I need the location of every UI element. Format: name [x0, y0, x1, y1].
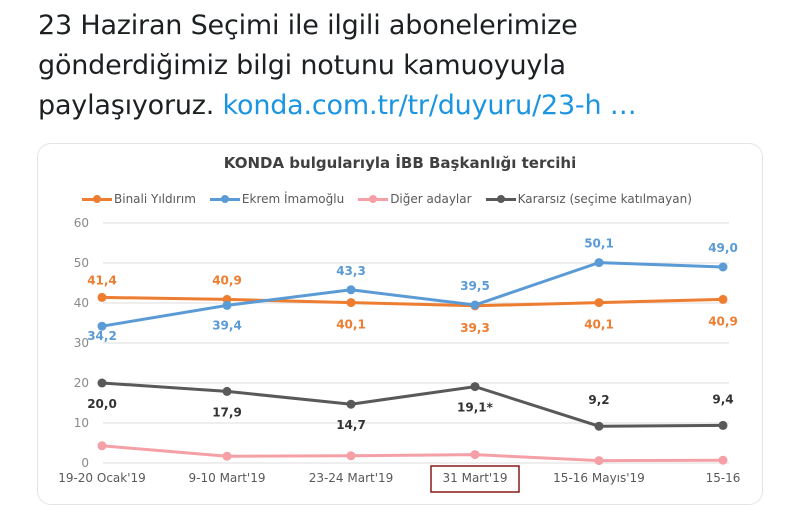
data-label: 34,2: [87, 329, 117, 343]
tweet-line-3: paylaşıyoruz. konda.com.tr/tr/duyuru/23-…: [38, 86, 788, 126]
data-point: [718, 420, 728, 430]
series-line: [101, 261, 724, 328]
line-chart-plot: 0 10 20 30 40 50 60 41,4 40,9 40,1 39,3 40,1 40,9 34,…: [58, 216, 741, 493]
legend-label: Ekrem İmamoğlu: [241, 192, 345, 206]
data-point: [346, 451, 356, 461]
legend-swatch-icon: [209, 194, 240, 203]
x-tick-label: 19-20 Ocak'19: [58, 471, 146, 485]
tweet-link[interactable]: konda.com.tr/tr/duyuru/23-h …: [222, 90, 637, 121]
data-label: 43,3: [336, 264, 366, 278]
legend-swatch-icon: [82, 194, 112, 203]
data-point: [594, 421, 604, 431]
legend-item-diger: Diğer adaylar: [358, 192, 472, 206]
y-tick-label: 40: [74, 296, 89, 310]
chart-title: KONDA bulgularıyla İBB Başkanlığı tercih…: [223, 154, 577, 172]
legend-item-ekrem: Ekrem İmamoğlu: [209, 192, 345, 206]
data-label: 39,4: [212, 318, 242, 332]
data-point: [222, 451, 232, 461]
x-tick-label: 15-16: [706, 471, 741, 485]
tweet-line-3-text: paylaşıyoruz.: [38, 90, 223, 121]
y-tick-label: 0: [81, 456, 89, 470]
data-label: 20,0: [87, 397, 117, 411]
y-tick-label: 10: [74, 416, 89, 430]
data-point: [718, 294, 728, 304]
data-label: 9,2: [588, 393, 609, 407]
data-point: [97, 441, 107, 451]
data-point: [470, 382, 480, 392]
data-label: 9,4: [712, 392, 733, 406]
legend-label: Binali Yıldırım: [114, 192, 196, 206]
data-label: 39,3: [460, 321, 490, 335]
tweet-text: 23 Haziran Seçimi ile ilgili abonelerimi…: [38, 6, 788, 126]
y-tick-label: 20: [74, 376, 89, 390]
legend-item-binali: Binali Yıldırım: [82, 192, 196, 206]
data-label: 14,7: [336, 418, 366, 432]
data-label: 50,1: [584, 237, 614, 251]
data-point: [346, 399, 356, 409]
legend-item-kararsiz: Kararsız (seçime katılmayan): [485, 192, 692, 206]
legend-label: Diğer adaylar: [390, 192, 472, 206]
data-label: 40,9: [212, 273, 242, 287]
y-tick-label: 60: [74, 216, 89, 230]
data-label: 40,9: [708, 314, 738, 328]
data-point: [346, 298, 356, 308]
data-point: [718, 262, 728, 272]
data-point: [594, 456, 604, 466]
chart-image-card[interactable]: KONDA bulgularıyla İBB Başkanlığı tercih…: [37, 143, 763, 505]
series-line: [101, 444, 724, 463]
data-label: 40,1: [336, 318, 366, 332]
chart-legend: Binali Yıldırım Ekrem İmamoğlu Diğer ada…: [82, 192, 692, 206]
data-point: [346, 285, 356, 295]
data-point: [222, 386, 232, 396]
data-point: [718, 455, 728, 465]
x-tick-label: 31 Mart'19: [443, 471, 508, 485]
y-tick-label: 30: [74, 336, 89, 350]
data-point: [222, 300, 232, 310]
legend-swatch-icon: [358, 194, 389, 203]
tweet-line-2: gönderdiğimiz bilgi notunu kamuoyuyla: [38, 50, 566, 81]
data-point: [594, 298, 604, 308]
legend-label: Kararsız (seçime katılmayan): [517, 192, 692, 206]
data-label: 19,1*: [457, 401, 494, 415]
data-label: 49,0: [708, 241, 738, 255]
data-point: [97, 378, 107, 388]
data-label: 40,1: [584, 318, 614, 332]
data-point: [594, 258, 604, 268]
series-line: [101, 381, 724, 428]
legend-swatch-icon: [485, 194, 516, 203]
y-tick-label: 50: [74, 256, 89, 270]
data-label: 17,9: [212, 405, 242, 419]
data-label: 39,5: [460, 279, 490, 293]
x-tick-label: 9-10 Mart'19: [189, 471, 266, 485]
series-line: [101, 295, 724, 308]
data-point: [97, 292, 107, 302]
x-tick-label: 23-24 Mart'19: [309, 471, 394, 485]
data-point: [470, 450, 480, 460]
data-point: [470, 300, 480, 310]
data-label: 41,4: [87, 273, 117, 287]
tweet-line-1: 23 Haziran Seçimi ile ilgili abonelerimi…: [38, 10, 578, 41]
x-tick-label: 15-16 Mayıs'19: [553, 471, 645, 485]
data-point: [97, 321, 107, 331]
